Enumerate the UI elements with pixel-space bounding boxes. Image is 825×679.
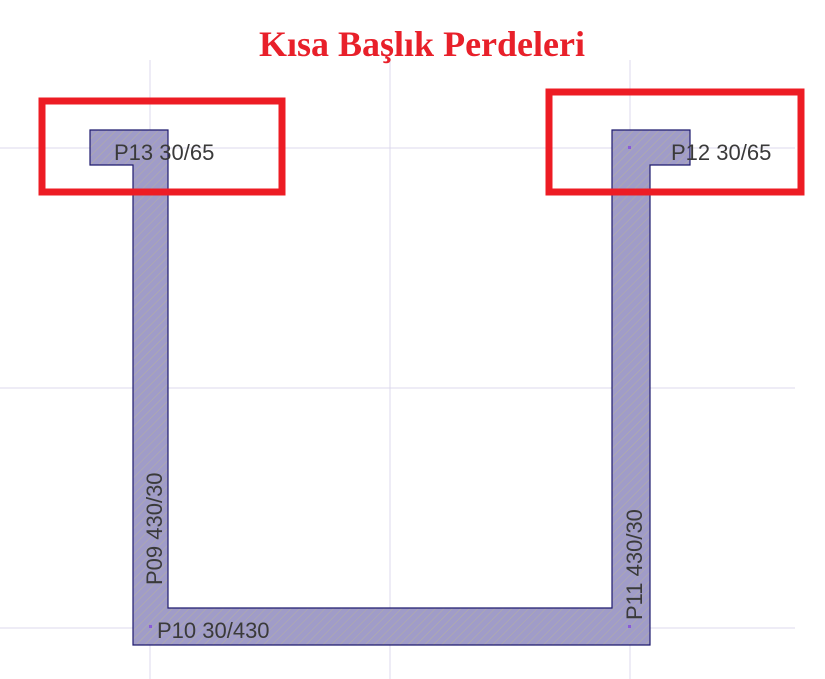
- node-marker: [628, 625, 631, 628]
- wall-label-p12: P12 30/65: [671, 140, 771, 165]
- shear-wall-u-shape[interactable]: [89, 129, 691, 646]
- node-marker: [628, 146, 631, 149]
- node-marker: [149, 625, 152, 628]
- page-title: Kısa Başlık Perdeleri: [259, 24, 585, 64]
- wall-label-p09: P09 430/30: [142, 472, 167, 585]
- wall-label-p13: P13 30/65: [114, 140, 214, 165]
- wall-label-p11: P11 430/30: [622, 509, 647, 620]
- highlight-box-left: [38, 97, 286, 196]
- wall-label-p10: P10 30/430: [157, 618, 270, 643]
- highlight-box-right: [545, 88, 805, 196]
